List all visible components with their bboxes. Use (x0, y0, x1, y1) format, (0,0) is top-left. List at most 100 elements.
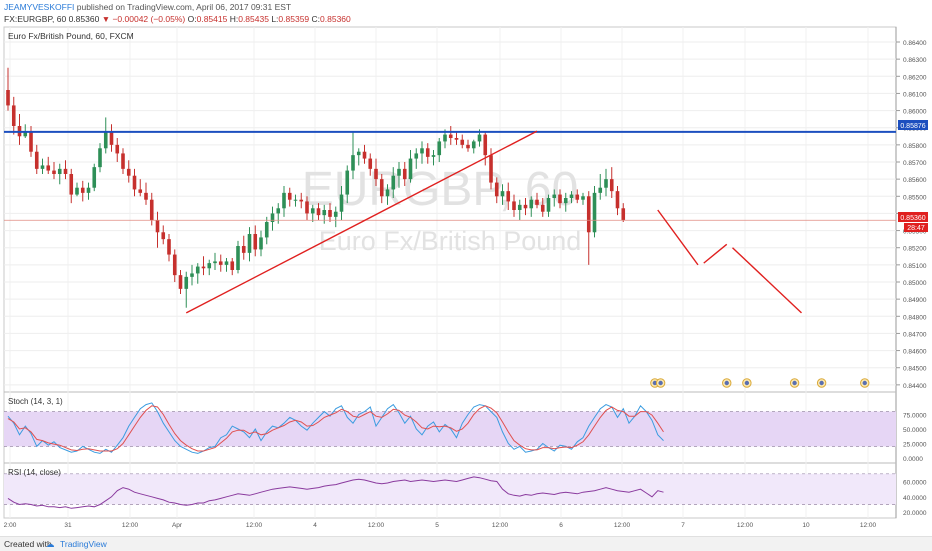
candle-body (535, 199, 539, 205)
candle-body (316, 208, 321, 216)
candle-body (224, 261, 229, 265)
candle-body (178, 275, 183, 289)
candle-body (558, 194, 562, 204)
time-tick-label: 10 (802, 522, 810, 529)
price-tick-label: 0.85200 (903, 246, 927, 253)
main-pane-title: Euro Fx/British Pound, 60, FXCM (8, 31, 134, 41)
price-tick-label: 0.85300 (903, 229, 927, 236)
candle-body (489, 155, 493, 183)
resistance-price-label: 0.85876 (900, 123, 925, 130)
candle-body (431, 155, 436, 157)
time-tick-label: 4 (313, 522, 317, 529)
candle-body (213, 261, 217, 264)
osc-tick-label: 25.0000 (903, 442, 927, 449)
open-label: O: (187, 14, 197, 24)
candle-body (103, 131, 108, 149)
price-axis[interactable]: 0.864000.863000.862000.861000.860000.859… (896, 40, 927, 517)
time-tick-label: 12:00 (368, 522, 385, 529)
candle-body (397, 168, 401, 176)
countdown-label: 28:47 (907, 225, 925, 232)
candle-body (385, 189, 390, 197)
symbol-watermark: EURGBP, 60 Euro Fx/British Pound (302, 163, 582, 256)
event-marker-dot (744, 380, 750, 386)
candle-body (172, 254, 177, 276)
candle-body (563, 198, 568, 204)
candle-body (362, 151, 367, 159)
price-tick-label: 0.84700 (903, 331, 927, 338)
candle-body (138, 189, 143, 193)
time-tick-label: 12:00 (246, 522, 263, 529)
candle-body (339, 194, 344, 212)
candle-body (121, 153, 125, 169)
price-tick-label: 0.86000 (903, 109, 927, 116)
grid (4, 27, 896, 518)
candle-body (40, 165, 45, 169)
event-marker-dot (652, 380, 658, 386)
drawings[interactable] (4, 130, 896, 314)
candle-body (241, 246, 246, 253)
candle-body (11, 105, 16, 126)
price-change: ▼ −0.00042 (−0.05%) (101, 14, 186, 24)
author-link[interactable]: JEAMYVESKOFFI (4, 2, 75, 12)
candle-body (500, 191, 505, 197)
osc-tick-label: 0.0000 (903, 456, 923, 463)
price-tick-label: 0.85600 (903, 177, 927, 184)
time-tick-label: 6 (559, 522, 563, 529)
candle-body (299, 199, 304, 202)
last-price-tag (898, 212, 928, 222)
osc-tick-label: 40.0000 (903, 495, 927, 502)
candle-body (512, 201, 516, 210)
candle-body (621, 208, 626, 221)
candle-body (201, 266, 206, 269)
event-markers[interactable] (650, 378, 870, 388)
candle-body (69, 174, 74, 195)
price-tick-label: 0.86400 (903, 40, 927, 47)
symbol-label: FX:EURGBP, 60 (4, 14, 67, 24)
overbought-oversold-band (4, 473, 896, 505)
candle-body (368, 158, 373, 169)
publish-header: JEAMYVESKOFFI published on TradingView.c… (0, 0, 932, 28)
candle-body (333, 211, 338, 217)
price-tick-label: 0.85700 (903, 160, 927, 167)
candle-body (6, 90, 10, 106)
candle-body (126, 168, 131, 176)
osc-tick-label: 60.0000 (903, 480, 927, 487)
oscillator-series-line (7, 476, 664, 509)
candle-body (293, 199, 298, 201)
last-price: 0.85360 (68, 14, 100, 24)
ohlc-line: FX:EURGBP, 60 0.85360 ▼ −0.00042 (−0.05%… (4, 14, 351, 24)
candle-body (345, 170, 350, 195)
candle-body (322, 210, 327, 216)
candle-body (546, 198, 551, 212)
tradingview-brand[interactable]: TradingView (60, 539, 107, 549)
time-tick-label: 5 (435, 522, 439, 529)
trading-chart[interactable]: EURGBP, 60 Euro Fx/British Pound 0.86400… (0, 0, 932, 536)
candle-body (328, 210, 332, 217)
price-tick-label: 0.85800 (903, 143, 927, 150)
event-marker-dot (792, 380, 797, 386)
time-tick-label: 12:00 (860, 522, 877, 529)
candle-body (569, 194, 574, 198)
candle-body (149, 199, 154, 221)
time-tick-label: 12:00 (614, 522, 631, 529)
candle-body (425, 148, 430, 157)
event-marker-dot (819, 380, 824, 386)
candle-body (448, 134, 453, 138)
time-axis[interactable]: 2:00 31 12:00 Apr 12:00 4 12:00 5 12:00 6 12:00 7 12… (4, 522, 877, 529)
candlestick-series (6, 67, 626, 308)
candle-body (109, 131, 114, 145)
candle-body (86, 187, 91, 193)
candle-body (604, 179, 608, 188)
candle-body (184, 276, 189, 289)
candle-body (218, 261, 223, 265)
candle-body (615, 191, 620, 209)
candle-body (92, 167, 97, 188)
candle-body (75, 187, 79, 195)
candle-body (253, 234, 258, 250)
candle-body (351, 155, 355, 171)
event-marker-dot (658, 380, 663, 386)
publish-line: JEAMYVESKOFFI published on TradingView.c… (4, 2, 291, 12)
last-price-label: 0.85360 (900, 215, 925, 222)
low-value: 0.85359 (278, 14, 310, 24)
osc-tick-label: 20.0000 (903, 510, 927, 517)
